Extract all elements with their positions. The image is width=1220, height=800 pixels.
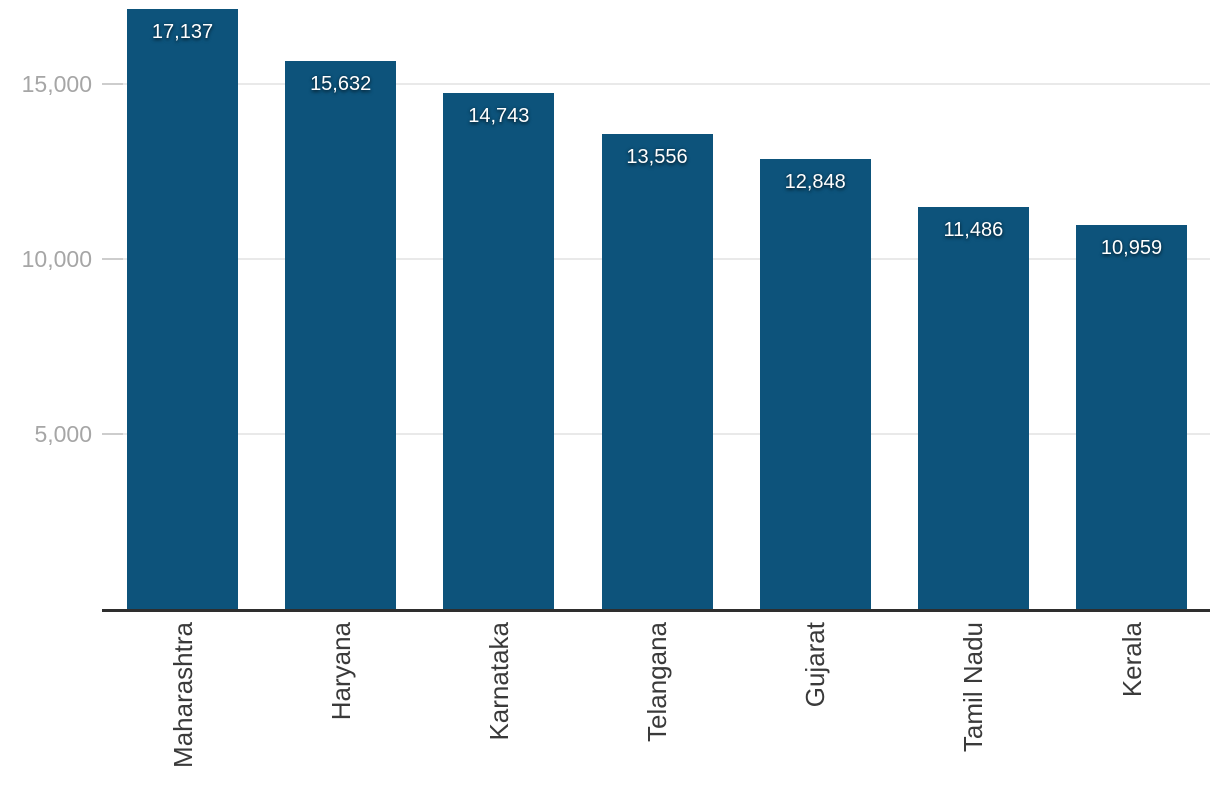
x-axis-labels: Maharashtra Haryana Karnataka Telangana Guja… — [102, 622, 1210, 800]
bar-value-label: 12,848 — [784, 170, 846, 193]
bar-value-label: 14,743 — [468, 104, 530, 127]
bar-value-label: 17,137 — [151, 20, 214, 43]
y-axis-tick-mark — [102, 432, 123, 435]
y-axis-tick-mark — [102, 257, 123, 260]
y-axis-tick-mark — [102, 82, 123, 85]
bar-karnataka: 14,743 — [443, 92, 555, 609]
bar-value-label: 13,556 — [626, 146, 688, 169]
x-axis-label-telangana: Telangana — [642, 622, 672, 742]
x-axis-label-kerala: Kerala — [1116, 622, 1147, 698]
y-axis-tick-label: 5,000 — [34, 420, 92, 447]
bar-value-label: 15,632 — [310, 73, 372, 96]
x-axis-label-karnataka: Karnataka — [483, 622, 514, 741]
bar-value-label: 11,486 — [943, 218, 1004, 241]
bar-kerala: 10,959 — [1076, 225, 1188, 609]
plot-area: 17,137 15,632 14,743 13,556 12,848 11,486 10,9… — [102, 0, 1210, 612]
x-axis-label-maharashtra: Maharashtra — [167, 622, 198, 768]
bar-haryana: 15,632 — [285, 61, 397, 609]
bar-maharashtra: 17,137 — [127, 8, 238, 609]
y-axis-tick-labels: 5,000 10,000 15,000 — [0, 0, 92, 612]
bar-telangana: 13,556 — [601, 134, 713, 609]
y-axis-tick-label: 10,000 — [21, 245, 92, 272]
x-axis-label-tamil-nadu: Tamil Nadu — [958, 622, 989, 753]
bar-gujarat: 12,848 — [759, 158, 871, 609]
gridline — [102, 82, 1210, 85]
x-axis-label-gujarat: Gujarat — [800, 622, 831, 708]
x-axis-line — [102, 609, 1210, 612]
bar-tamil-nadu: 11,486 — [917, 206, 1029, 609]
bar-value-label: 10,959 — [1100, 237, 1163, 260]
y-axis-tick-label: 15,000 — [21, 70, 92, 97]
x-axis-label-haryana: Haryana — [325, 622, 356, 721]
